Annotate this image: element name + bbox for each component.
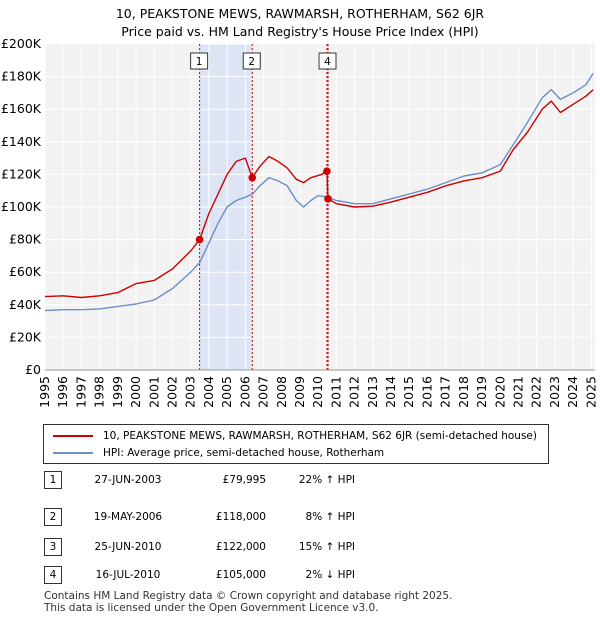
sale-date: 25-JUN-2010: [94, 541, 162, 553]
x-tick-label: 2014: [383, 376, 398, 408]
x-tick-label: 2017: [438, 376, 453, 408]
legend-item-hpi: HPI: Average price, semi-detached house,…: [44, 445, 384, 461]
x-tick-label: 2024: [565, 376, 580, 408]
x-tick-label: 2008: [274, 376, 289, 408]
x-tick-label: 2010: [310, 376, 325, 408]
chart-title: 10, PEAKSTONE MEWS, RAWMARSH, ROTHERHAM,…: [115, 6, 485, 21]
sale-date: 19-MAY-2006: [93, 511, 163, 523]
x-tick-label: 2019: [474, 376, 489, 408]
sale-price: £79,995: [222, 474, 266, 486]
y-tick-label: £100K: [1, 199, 42, 214]
sale-row: 3 25-JUN-2010 £122,000 15% ↑ HPI: [0, 538, 600, 558]
chart-subtitle: Price paid vs. HM Land Registry's House …: [121, 24, 479, 39]
x-tick-label: 2004: [201, 376, 216, 408]
y-tick-label: £0: [25, 362, 41, 377]
legend-label-property: 10, PEAKSTONE MEWS, RAWMARSH, ROTHERHAM,…: [103, 430, 537, 442]
sale-point: [248, 173, 257, 182]
x-tick-label: 2021: [511, 376, 526, 408]
footer-licence: This data is licensed under the Open Gov…: [44, 602, 379, 614]
sale-hpi-change: 2% ↓ HPI: [305, 569, 355, 581]
sale-price: £122,000: [215, 541, 266, 553]
x-tick-label: 2012: [347, 376, 362, 408]
sale-hpi-change: 22% ↑ HPI: [298, 474, 355, 486]
x-tick-label: 2018: [456, 376, 471, 408]
sale-row: 2 19-MAY-2006 £118,000 8% ↑ HPI: [0, 508, 600, 528]
sale-number: 4: [44, 566, 62, 584]
x-tick-label: 2001: [146, 376, 161, 408]
x-tick-label: 2006: [237, 376, 252, 408]
x-tick-label: 1995: [37, 376, 52, 408]
x-tick-label: 2015: [401, 376, 416, 408]
x-tick-label: 2022: [529, 376, 544, 408]
legend-label-hpi: HPI: Average price, semi-detached house,…: [103, 447, 385, 459]
price-chart: £0 £20K £40K £60K £80K £100K £120K £140K £160K £1…: [1, 36, 598, 408]
sale-point: [324, 195, 332, 203]
y-tick-label: £180K: [1, 69, 42, 84]
x-tick-label: 2005: [219, 376, 234, 408]
footer-copyright: Contains HM Land Registry data © Crown c…: [44, 590, 453, 602]
sale-point: [323, 167, 331, 175]
x-tick-label: 2025: [583, 376, 598, 408]
y-tick-label: £80K: [9, 232, 42, 247]
sale-label-box: [318, 52, 337, 70]
sale-label-box: [242, 52, 261, 70]
sale-date: 16-JUL-2010: [95, 569, 161, 581]
x-tick-label: 2002: [164, 376, 179, 408]
x-tick-label: 2013: [365, 376, 380, 408]
property-line: [44, 89, 594, 299]
x-tick-label: 1997: [73, 376, 88, 408]
legend-line-hpi: [53, 452, 93, 454]
sale-hpi-change: 15% ↑ HPI: [298, 541, 355, 553]
y-tick-label: £120K: [1, 166, 42, 181]
sale-date: 27-JUN-2003: [94, 474, 162, 486]
sale-price: £105,000: [215, 569, 266, 581]
sale-point: [195, 235, 204, 244]
sale-number: 2: [44, 508, 62, 526]
sale-label-box: [190, 52, 209, 70]
legend-line-property: [53, 435, 93, 437]
y-tick-label: £40K: [9, 297, 42, 312]
x-tick-label: 2009: [292, 376, 307, 408]
x-tick-label: 2023: [547, 376, 562, 408]
sale-label-text: 1: [196, 56, 203, 68]
hpi-line: [44, 72, 594, 312]
sale-label-text: 4: [324, 56, 331, 68]
x-tick-label: 1999: [110, 376, 125, 408]
y-tick-label: £200K: [1, 36, 42, 51]
sale-row: 1 27-JUN-2003 £79,995 22% ↑ HPI: [0, 471, 600, 491]
x-tick-label: 1996: [55, 376, 70, 408]
y-tick-label: £60K: [9, 264, 42, 279]
sale-label-text: 2: [248, 56, 255, 68]
sale-number: 1: [44, 471, 62, 489]
x-tick-label: 2000: [128, 376, 143, 408]
y-tick-label: £160K: [1, 101, 42, 116]
y-tick-label: £140K: [1, 134, 42, 149]
x-tick-label: 2003: [183, 376, 198, 408]
legend: 10, PEAKSTONE MEWS, RAWMARSH, ROTHERHAM,…: [43, 424, 549, 464]
x-tick-label: 2020: [492, 376, 507, 408]
sale-number: 3: [44, 538, 62, 556]
x-tick-label: 2016: [419, 376, 434, 408]
sale-hpi-change: 8% ↑ HPI: [305, 511, 355, 523]
x-tick-label: 1998: [92, 376, 107, 408]
legend-item-property: 10, PEAKSTONE MEWS, RAWMARSH, ROTHERHAM,…: [44, 428, 537, 444]
sale-row: 4 16-JUL-2010 £105,000 2% ↓ HPI: [0, 566, 600, 586]
x-tick-label: 2007: [256, 376, 271, 408]
y-tick-label: £20K: [9, 329, 42, 344]
x-tick-label: 2011: [328, 376, 343, 408]
sale-price: £118,000: [215, 511, 266, 523]
